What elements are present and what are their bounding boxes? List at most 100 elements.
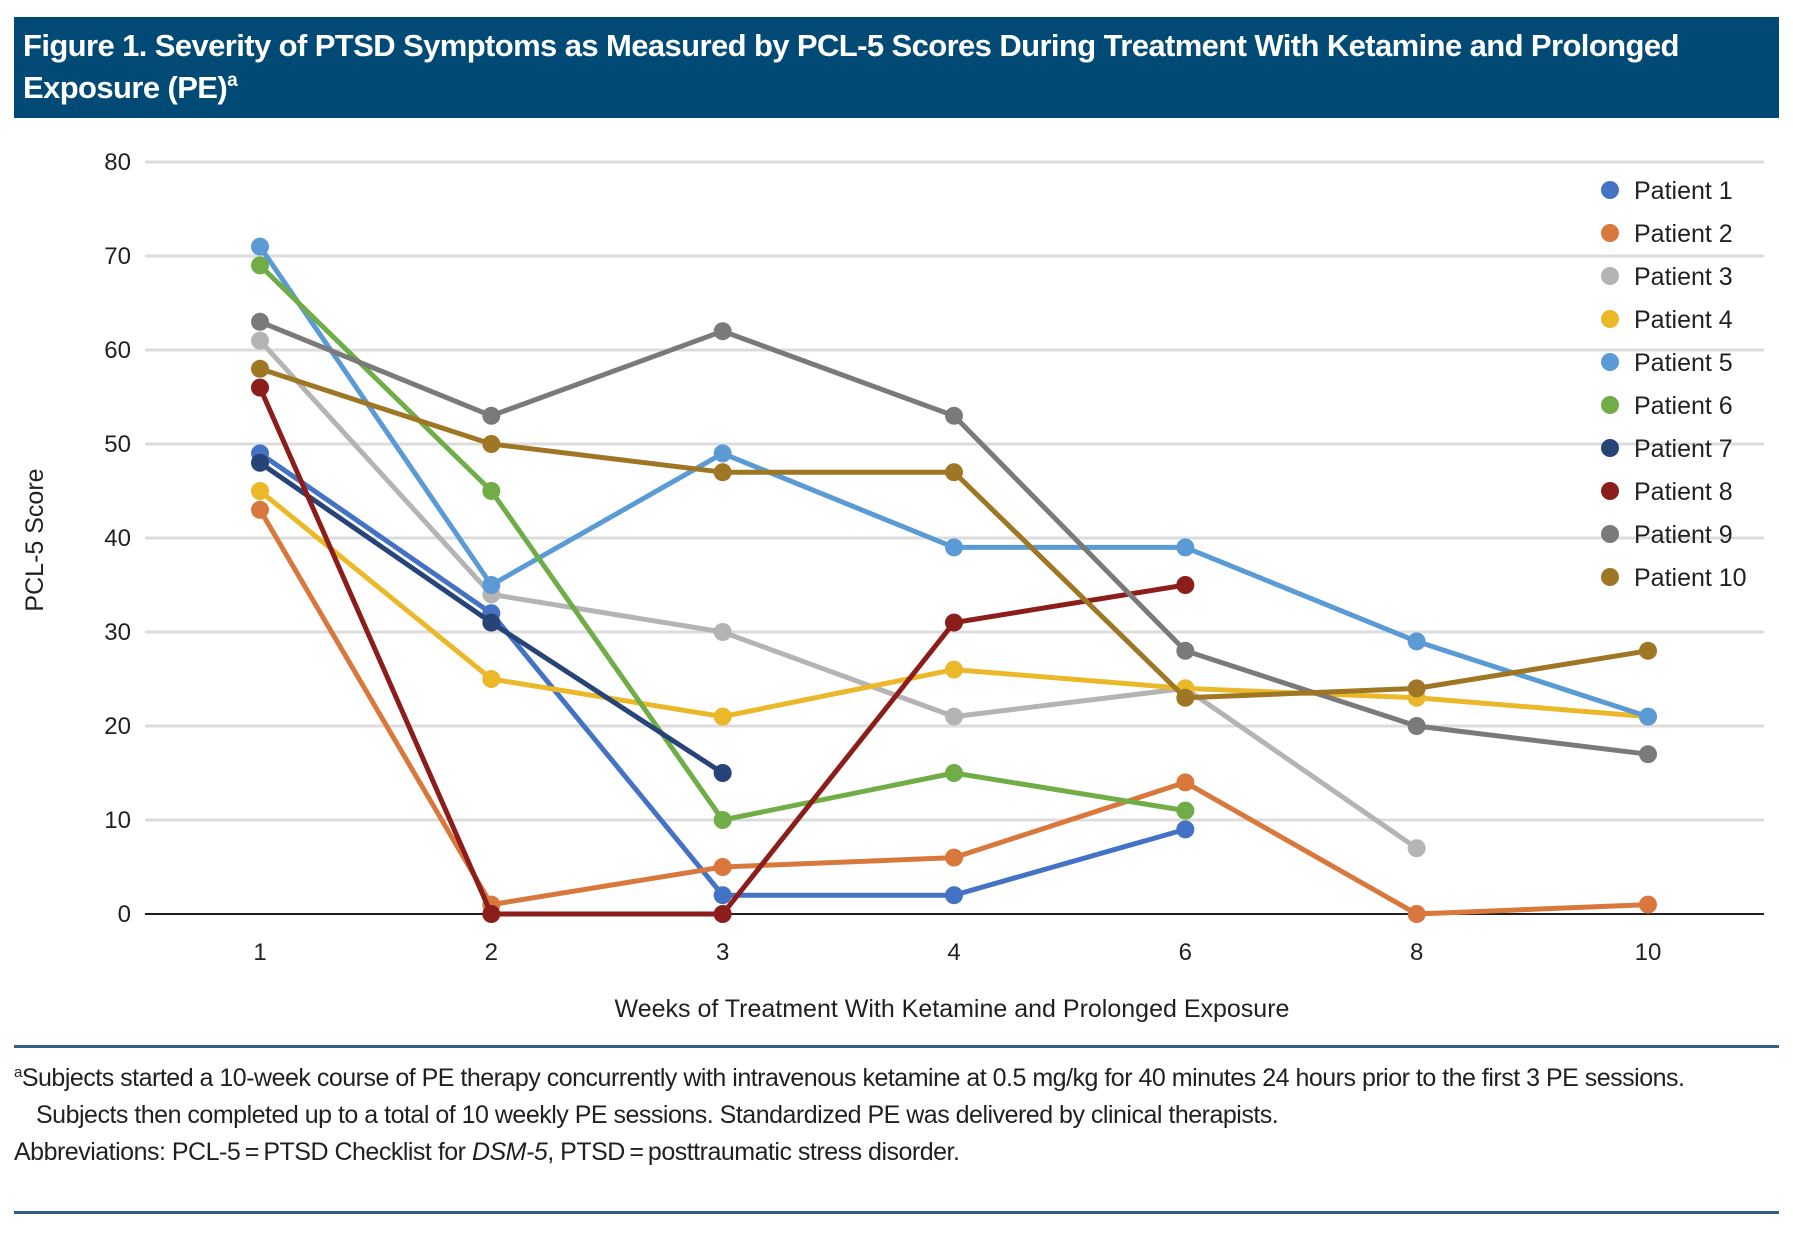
figure-title: Figure 1. Severity of PTSD Symptoms as M… <box>23 28 1679 105</box>
x-tick-label: 2 <box>485 939 498 966</box>
data-point <box>1639 895 1657 914</box>
legend-marker <box>1601 353 1619 371</box>
legend-marker <box>1601 396 1619 414</box>
data-point <box>251 359 269 378</box>
y-tick-label: 0 <box>118 901 131 928</box>
legend-item: Patient 5 <box>1601 349 1733 377</box>
legend-label: Patient 1 <box>1634 177 1733 205</box>
data-point <box>1639 707 1657 726</box>
data-point <box>1176 538 1195 557</box>
y-tick-label: 80 <box>104 149 131 176</box>
footnote-a-text: Subjects started a 10-week course of PE … <box>21 1064 1685 1129</box>
abbreviations-italic: DSM-5 <box>471 1138 548 1166</box>
data-point <box>713 707 732 726</box>
legend-marker <box>1601 224 1619 242</box>
data-point <box>713 463 732 482</box>
legend-item: Patient 8 <box>1601 478 1733 506</box>
legend-label: Patient 10 <box>1634 564 1747 592</box>
data-point <box>1176 801 1195 820</box>
data-point <box>251 331 269 350</box>
data-point <box>713 905 732 923</box>
data-point <box>713 858 732 876</box>
series-lines <box>251 237 1657 923</box>
abbreviations: Abbreviations: PCL-5 = PTSD Checklist fo… <box>14 1134 1779 1171</box>
data-point <box>945 764 963 782</box>
legend-label: Patient 2 <box>1634 220 1733 248</box>
legend-marker <box>1601 439 1619 457</box>
y-tick-label: 60 <box>104 337 131 364</box>
data-point <box>482 435 501 453</box>
gridlines <box>145 160 1764 822</box>
legend-item: Patient 3 <box>1601 263 1733 291</box>
series-patient-2 <box>251 500 1657 923</box>
series-patient-5 <box>251 237 1657 726</box>
footnotes: aSubjects started a 10-week course of PE… <box>14 1060 1779 1171</box>
data-point <box>1639 745 1657 764</box>
legend-item: Patient 4 <box>1601 306 1733 334</box>
legend-label: Patient 3 <box>1634 263 1733 291</box>
data-point <box>945 613 963 632</box>
x-axis-ticks: 1 2 3 4 6 8 10 <box>253 939 1661 966</box>
title-footnote-marker: a <box>227 70 238 91</box>
footnote-a: aSubjects started a 10-week course of PE… <box>14 1060 1779 1134</box>
data-point <box>945 463 963 482</box>
x-tick-label: 6 <box>1179 939 1192 966</box>
series-patient-8 <box>251 378 1195 923</box>
legend-marker <box>1601 267 1619 285</box>
abbreviations-prefix: Abbreviations: PCL-5 = PTSD Checklist fo… <box>14 1138 472 1166</box>
legend-item: Patient 6 <box>1601 392 1733 420</box>
data-point <box>251 256 269 275</box>
legend-marker <box>1601 310 1619 328</box>
data-point <box>713 764 732 782</box>
y-tick-label: 50 <box>104 431 131 458</box>
footnote-bottom-rule <box>14 1211 1779 1214</box>
y-axis-label: PCL-5 Score <box>21 468 49 611</box>
footnote-a-marker: a <box>14 1064 22 1081</box>
data-point <box>713 322 732 341</box>
data-point <box>1407 632 1426 651</box>
data-point <box>251 378 269 397</box>
series-patient-4 <box>251 482 1657 726</box>
legend: Patient 1 Patient 2 Patient 3 Patient 4 Pati… <box>1601 177 1747 592</box>
x-tick-label: 10 <box>1635 939 1662 966</box>
legend-label: Patient 9 <box>1634 521 1733 549</box>
data-point <box>251 500 269 519</box>
series-patient-6 <box>251 256 1195 829</box>
data-point <box>251 312 269 331</box>
legend-marker <box>1601 525 1619 543</box>
legend-label: Patient 7 <box>1634 435 1733 463</box>
data-point <box>1639 641 1657 660</box>
data-point <box>713 886 732 905</box>
figure-title-bar: Figure 1. Severity of PTSD Symptoms as M… <box>14 17 1779 118</box>
data-point <box>1176 641 1195 660</box>
data-point <box>1407 839 1426 858</box>
data-point <box>945 406 963 425</box>
legend-marker <box>1601 482 1619 500</box>
data-point <box>251 237 269 256</box>
y-tick-label: 40 <box>104 525 131 552</box>
y-tick-label: 20 <box>104 713 131 740</box>
data-point <box>251 453 269 472</box>
data-point <box>482 482 501 500</box>
data-point <box>482 670 501 688</box>
legend-label: Patient 5 <box>1634 349 1733 377</box>
data-point <box>945 848 963 867</box>
x-tick-label: 8 <box>1410 939 1423 966</box>
series-patient-3 <box>251 331 1426 858</box>
legend-item: Patient 10 <box>1601 564 1747 592</box>
legend-label: Patient 6 <box>1634 392 1733 420</box>
data-point <box>1407 905 1426 923</box>
abbreviations-suffix: , PTSD = posttraumatic stress disorder. <box>547 1138 960 1166</box>
series-line <box>258 338 1419 851</box>
data-point <box>1407 679 1426 698</box>
legend-item: Patient 1 <box>1601 177 1733 205</box>
x-axis-label: Weeks of Treatment With Ketamine and Pro… <box>615 995 1290 1023</box>
series-line <box>257 245 1649 719</box>
data-point <box>1407 717 1426 735</box>
data-point <box>945 538 963 557</box>
legend-label: Patient 4 <box>1634 306 1733 334</box>
data-point <box>482 905 501 923</box>
legend-item: Patient 9 <box>1601 521 1733 549</box>
data-point <box>482 406 501 425</box>
